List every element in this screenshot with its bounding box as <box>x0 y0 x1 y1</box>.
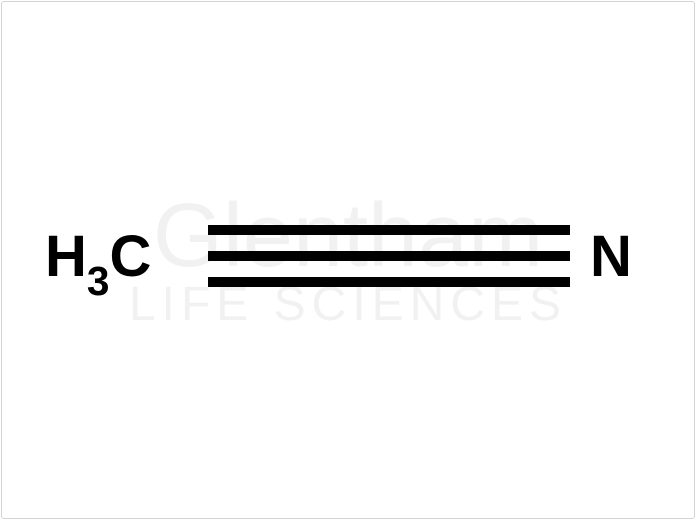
diagram-canvas: Glentham LIFE SCIENCES H3C N <box>0 0 696 520</box>
atom-h-label: H <box>45 224 87 289</box>
atom-h3c: H3C <box>45 228 151 295</box>
atom-n: N <box>590 228 632 286</box>
triple-bond-line-bottom <box>208 277 570 287</box>
atom-sub-3: 3 <box>87 258 110 304</box>
watermark-line-1: Glentham <box>129 191 567 281</box>
triple-bond-line-top <box>208 225 570 235</box>
atom-n-label: N <box>590 224 632 289</box>
triple-bond-line-middle <box>208 251 570 261</box>
atom-c-label: C <box>109 224 151 289</box>
watermark-line-2: LIFE SCIENCES <box>129 281 567 329</box>
